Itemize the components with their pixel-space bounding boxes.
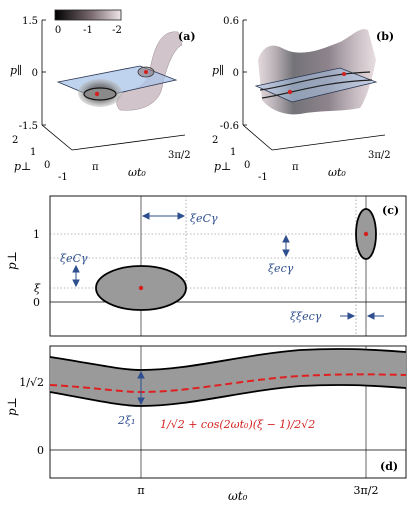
panel-c-point-right	[363, 231, 369, 237]
panel-a-ytick-mid: 0	[32, 68, 38, 79]
panel-c-arrows	[72, 212, 384, 320]
panel-c-ytick-0: 0	[33, 296, 40, 309]
panel-b-ytick-top: 0.6	[223, 16, 239, 27]
panel-a-depth-axis	[41, 124, 73, 151]
panel-c-frame	[49, 195, 407, 337]
panel-a: 1.5 0 -1.5 p∥ 2 1 0 -1 p⊥ π 3π/2 ωt₀ (a)	[10, 16, 196, 183]
panel-d-formula: 1/√2 + cos(2ωt₀)(ξ − 1)/2√2	[160, 418, 315, 431]
panel-c-point-left	[138, 285, 144, 291]
panel-b-ytick-mid: 0	[233, 68, 239, 79]
panel-b-xtick-pi: π	[292, 162, 299, 173]
panel-b-ylabel: p∥	[212, 64, 224, 77]
panel-a-depth-tick-0: 0	[44, 160, 50, 171]
panel-c-ytick-xi: ξ	[34, 282, 41, 295]
panel-d-xlabel: ωt₀	[228, 489, 248, 503]
panel-a-label: (a)	[178, 30, 196, 43]
panel-d-frame	[49, 345, 407, 479]
panel-a-xlabel: ωt₀	[128, 166, 146, 179]
panel-b-xtick-3pi2: 3π/2	[368, 150, 391, 161]
panel-d-band	[50, 348, 406, 406]
panel-d-ytick-invsqrt2: 1/√2	[19, 376, 44, 389]
panel-b-time-axis	[271, 134, 386, 151]
panel-a-depth-label: p⊥	[14, 160, 31, 173]
panel-c-label: (c)	[382, 204, 399, 217]
colorbar: 0 -1 -2	[54, 9, 122, 36]
panel-d-ylabel: p⊥	[5, 397, 19, 416]
panel-a-point-small	[144, 70, 148, 74]
panel-b-depth-tick-2: 2	[212, 135, 218, 146]
panel-d-xtick-pi: π	[137, 484, 144, 497]
panel-c-ann-xixic: ξξecγ	[290, 310, 322, 323]
panel-a-depth-tick-2: 2	[12, 135, 18, 146]
panel-d-label: (d)	[380, 460, 398, 473]
panel-b-depth-tick-m1: -1	[258, 172, 268, 183]
panel-b-surface	[258, 29, 376, 115]
panel-c-ann-xiC-left: ξeCγ	[60, 252, 88, 265]
panel-a-xtick-pi: π	[92, 162, 99, 173]
panel-b-point-right	[342, 72, 346, 76]
panel-b-xlabel: ωt₀	[328, 166, 346, 179]
panel-b-contour-upper	[259, 71, 371, 91]
panel-d-xtick-3pi2: 3π/2	[354, 484, 379, 497]
panel-d-band-lower	[49, 384, 407, 407]
colorbar-gradient	[54, 9, 122, 21]
panel-b-ytick-bottom: -0.6	[220, 121, 239, 132]
panel-c-ylabel: p⊥	[5, 251, 19, 270]
panel-c-ann-xiC-top: ξeCγ	[190, 212, 218, 225]
panel-a-time-axis	[71, 134, 186, 151]
panel-c-ann-xic-right: ξecγ	[268, 262, 294, 275]
colorbar-tick-1: -1	[83, 25, 93, 36]
panel-a-depth-tick-m1: -1	[58, 172, 68, 183]
panel-a-ytick-bottom: -1.5	[19, 121, 38, 132]
panel-b-depth-tick-0: 0	[244, 160, 250, 171]
colorbar-tick-0: 0	[55, 25, 61, 36]
panel-b-point-left	[287, 89, 293, 95]
panel-a-contour-large	[83, 87, 117, 101]
panel-b: 0.6 0 -0.6 p∥ 2 1 0 -1 p⊥ π 3π/2 ωt₀ (b)	[212, 16, 394, 183]
panel-a-xtick-3pi2: 3π/2	[168, 150, 191, 161]
panel-c-ytick-1: 1	[33, 228, 40, 241]
panel-d-band-upper	[49, 348, 407, 371]
panel-a-point-large	[94, 91, 100, 97]
panel-c: ξeCγ ξeCγ ξecγ ξξecγ 1 ξ 0 p⊥ (c)	[5, 195, 407, 337]
panel-d: 2ξ₁ 1/√2 + cos(2ωt₀)(ξ − 1)/2√2 1/√2 0 p…	[5, 345, 407, 503]
panel-a-ylabel: p∥	[10, 64, 22, 77]
panel-b-depth-label: p⊥	[214, 160, 231, 173]
panel-d-width-arrow	[137, 370, 145, 406]
panel-d-ytick-0: 0	[37, 444, 44, 457]
panel-b-depth-axis	[242, 124, 273, 151]
panel-d-ann-width: 2ξ₁	[117, 414, 135, 427]
colorbar-tick-2: -2	[112, 25, 122, 36]
panel-b-label: (b)	[376, 30, 394, 43]
panel-b-depth-tick-1: 1	[230, 147, 236, 158]
panel-a-depth-tick-1: 1	[30, 147, 36, 158]
panel-a-ytick-top: 1.5	[22, 16, 38, 27]
panel-d-center-curve	[49, 373, 407, 394]
panel-b-contour-lower	[261, 79, 373, 99]
